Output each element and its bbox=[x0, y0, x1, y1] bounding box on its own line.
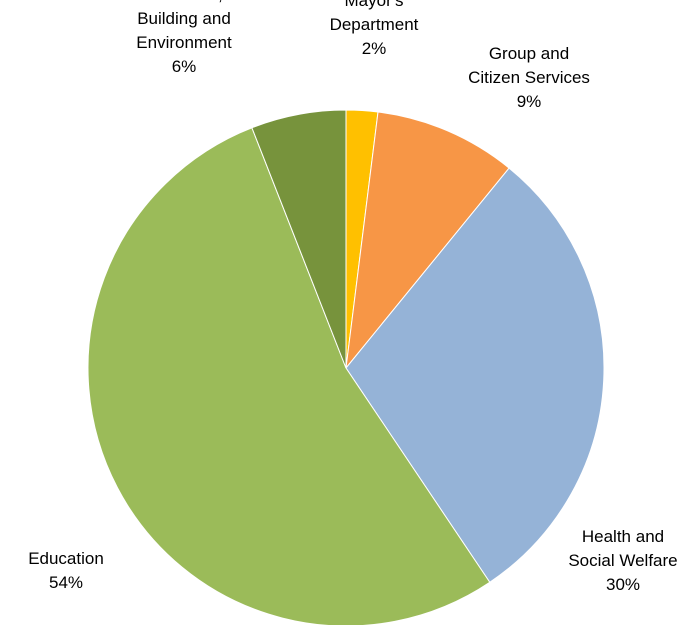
slice-value-label: 6% bbox=[172, 57, 197, 76]
slice-category-label: Education bbox=[28, 549, 104, 568]
data-label-land-use-building-and-environment: Land Use, Building and Environment 6% bbox=[136, 0, 232, 76]
slice-value-label: 54% bbox=[49, 573, 83, 592]
slice-category-label: Social Welfare bbox=[568, 551, 677, 570]
slices-layer bbox=[87, 109, 605, 627]
data-label-group-and-citizen-services: Group and Citizen Services 9% bbox=[468, 44, 590, 111]
pie-slice-health-and-social-welfare bbox=[345, 167, 605, 583]
slice-category-label: Mayor's bbox=[345, 0, 404, 10]
slice-category-label: Department bbox=[330, 15, 419, 34]
labels-layer: Mayor's Department 2% Group and Citizen Serv… bbox=[28, 0, 677, 594]
slice-value-label: 2% bbox=[362, 39, 387, 58]
slice-category-label: Environment bbox=[136, 33, 232, 52]
slice-category-label: Group and bbox=[489, 44, 569, 63]
data-label-health-and-social-welfare: Health and Social Welfare 30% bbox=[568, 527, 677, 594]
slice-value-label: 30% bbox=[606, 575, 640, 594]
slice-value-label: 9% bbox=[517, 92, 542, 111]
data-label-education: Education 54% bbox=[28, 549, 104, 592]
slice-category-label: Citizen Services bbox=[468, 68, 590, 87]
pie-slice-land-use-building-and-environment bbox=[251, 109, 347, 369]
slice-category-label: Land Use, bbox=[145, 0, 223, 4]
data-label-mayor-s-department: Mayor's Department 2% bbox=[330, 0, 419, 58]
slice-category-label: Building and bbox=[137, 9, 231, 28]
pie-slice-group-and-citizen-services bbox=[345, 111, 510, 370]
slice-category-label: Health and bbox=[582, 527, 664, 546]
